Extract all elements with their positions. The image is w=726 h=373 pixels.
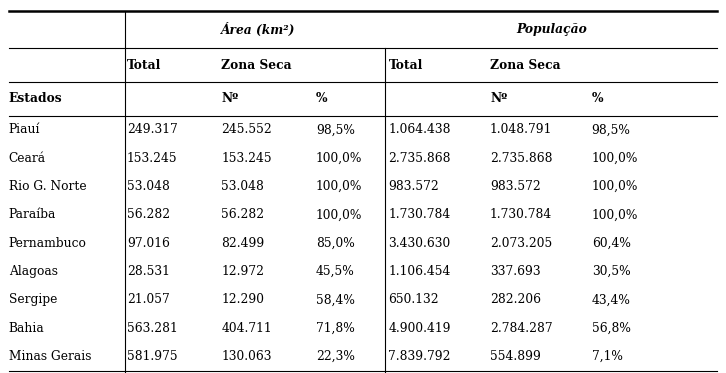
- Text: 82.499: 82.499: [221, 237, 265, 250]
- Text: 153.245: 153.245: [221, 152, 272, 164]
- Text: Rio G. Norte: Rio G. Norte: [9, 180, 86, 193]
- Text: 153.245: 153.245: [127, 152, 178, 164]
- Text: 1.730.784: 1.730.784: [490, 209, 552, 221]
- Text: 22,3%: 22,3%: [316, 350, 355, 363]
- Text: Total: Total: [388, 59, 423, 72]
- Text: %: %: [592, 93, 603, 105]
- Text: %: %: [316, 93, 327, 105]
- Text: 28.531: 28.531: [127, 265, 170, 278]
- Text: Estados: Estados: [9, 93, 62, 105]
- Text: 97.016: 97.016: [127, 237, 170, 250]
- Text: Piauí: Piauí: [9, 123, 40, 136]
- Text: 100,0%: 100,0%: [592, 152, 638, 164]
- Text: Paraíba: Paraíba: [9, 209, 56, 221]
- Text: 12.290: 12.290: [221, 294, 264, 306]
- Text: 2.784.287: 2.784.287: [490, 322, 552, 335]
- Text: Sergipe: Sergipe: [9, 294, 57, 306]
- Text: Alagoas: Alagoas: [9, 265, 57, 278]
- Text: 56.282: 56.282: [221, 209, 264, 221]
- Text: 98,5%: 98,5%: [316, 123, 355, 136]
- Text: Ceará: Ceará: [9, 152, 46, 164]
- Text: 1.048.791: 1.048.791: [490, 123, 552, 136]
- Text: 60,4%: 60,4%: [592, 237, 631, 250]
- Text: Zona Seca: Zona Seca: [490, 59, 560, 72]
- Text: 100,0%: 100,0%: [592, 180, 638, 193]
- Text: 7,1%: 7,1%: [592, 350, 623, 363]
- Text: 71,8%: 71,8%: [316, 322, 354, 335]
- Text: 1.064.438: 1.064.438: [388, 123, 451, 136]
- Text: 85,0%: 85,0%: [316, 237, 354, 250]
- Text: 130.063: 130.063: [221, 350, 272, 363]
- Text: 100,0%: 100,0%: [592, 209, 638, 221]
- Text: 282.206: 282.206: [490, 294, 541, 306]
- Text: 100,0%: 100,0%: [316, 209, 362, 221]
- Text: 53.048: 53.048: [127, 180, 170, 193]
- Text: 563.281: 563.281: [127, 322, 178, 335]
- Text: 2.073.205: 2.073.205: [490, 237, 552, 250]
- Text: 7.839.792: 7.839.792: [388, 350, 451, 363]
- Text: 1.106.454: 1.106.454: [388, 265, 451, 278]
- Text: 2.735.868: 2.735.868: [388, 152, 451, 164]
- Text: Área (km²): Área (km²): [221, 23, 295, 37]
- Text: Total: Total: [127, 59, 161, 72]
- Text: 45,5%: 45,5%: [316, 265, 354, 278]
- Text: 554.899: 554.899: [490, 350, 541, 363]
- Text: 2.735.868: 2.735.868: [490, 152, 552, 164]
- Text: Pernambuco: Pernambuco: [9, 237, 86, 250]
- Text: 337.693: 337.693: [490, 265, 541, 278]
- Text: 249.317: 249.317: [127, 123, 178, 136]
- Text: 12.972: 12.972: [221, 265, 264, 278]
- Text: 581.975: 581.975: [127, 350, 178, 363]
- Text: Nº: Nº: [490, 93, 507, 105]
- Text: 30,5%: 30,5%: [592, 265, 630, 278]
- Text: 58,4%: 58,4%: [316, 294, 355, 306]
- Text: População: População: [516, 23, 587, 36]
- Text: 1.730.784: 1.730.784: [388, 209, 451, 221]
- Text: 56.282: 56.282: [127, 209, 170, 221]
- Text: 983.572: 983.572: [490, 180, 541, 193]
- Text: Minas Gerais: Minas Gerais: [9, 350, 91, 363]
- Text: 983.572: 983.572: [388, 180, 439, 193]
- Text: 4.900.419: 4.900.419: [388, 322, 451, 335]
- Text: 100,0%: 100,0%: [316, 180, 362, 193]
- Text: 98,5%: 98,5%: [592, 123, 631, 136]
- Text: Nº: Nº: [221, 93, 239, 105]
- Text: 21.057: 21.057: [127, 294, 170, 306]
- Text: 3.430.630: 3.430.630: [388, 237, 451, 250]
- Text: Bahia: Bahia: [9, 322, 44, 335]
- Text: 245.552: 245.552: [221, 123, 272, 136]
- Text: 56,8%: 56,8%: [592, 322, 631, 335]
- Text: 53.048: 53.048: [221, 180, 264, 193]
- Text: Zona Seca: Zona Seca: [221, 59, 292, 72]
- Text: 404.711: 404.711: [221, 322, 272, 335]
- Text: 43,4%: 43,4%: [592, 294, 631, 306]
- Text: 100,0%: 100,0%: [316, 152, 362, 164]
- Text: 650.132: 650.132: [388, 294, 439, 306]
